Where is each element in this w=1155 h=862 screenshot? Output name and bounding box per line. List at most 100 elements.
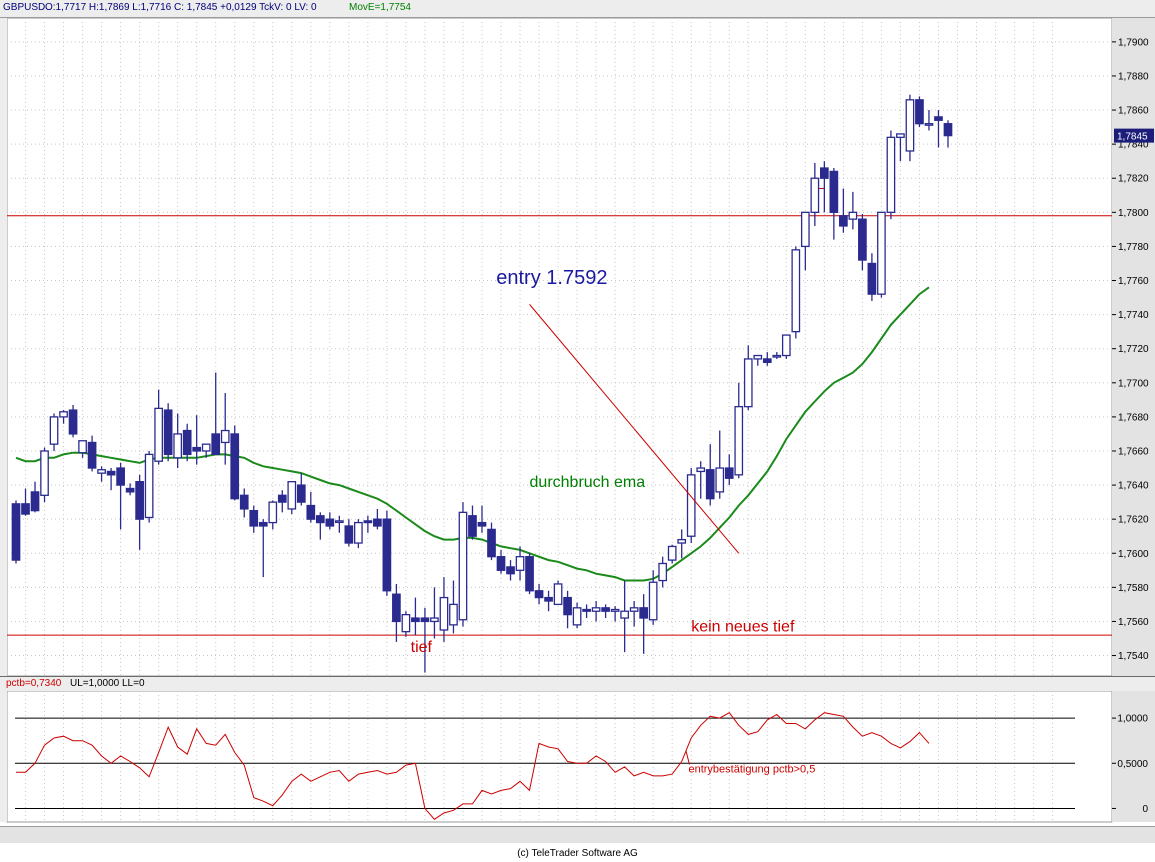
candle-body-down (934, 116, 943, 121)
y-tick-label: 1,7860 (1118, 106, 1149, 117)
candle (78, 440, 87, 458)
candle (877, 211, 886, 298)
candle (648, 570, 658, 625)
candle (734, 382, 744, 479)
annotation-lines (529, 304, 740, 765)
candle (677, 529, 687, 559)
indicator-grid (0, 690, 1113, 823)
candle (201, 443, 211, 458)
candle (915, 96, 924, 128)
candle-body-up (800, 211, 810, 248)
candle-body-down (858, 218, 867, 261)
candle-body-down (306, 504, 316, 520)
candle (544, 590, 553, 612)
quote-header: GBPUSD O:1,7717 H:1,7869 L:1,7716 C: 1,7… (0, 0, 1155, 18)
candle-body-down (182, 429, 192, 456)
candle-body-down (639, 607, 649, 619)
annotation-pctb-confirm: entrybestätigung pctb>0,5 (688, 764, 815, 776)
y-tick-label: 1,7560 (1118, 617, 1149, 628)
candle (439, 577, 449, 642)
candle-body-up (734, 406, 744, 476)
candle (116, 462, 125, 530)
candle-body-down (315, 515, 325, 524)
candle (154, 389, 163, 465)
candle (277, 490, 287, 513)
annotation-low: tief (411, 639, 433, 656)
candle-body-up (743, 358, 753, 408)
price-axis-bg (1112, 18, 1155, 676)
candle-body-down (21, 503, 30, 515)
candle (30, 481, 40, 513)
candle-body-down (705, 469, 715, 500)
candle (296, 473, 306, 506)
candle (449, 580, 458, 634)
candle-body-up (667, 545, 677, 561)
y-tick-label: 1,7820 (1118, 174, 1149, 185)
candle-body-down (867, 262, 877, 295)
candle (810, 162, 820, 226)
candle (829, 168, 839, 240)
candle (334, 515, 344, 533)
candle-body-down (30, 491, 40, 512)
candle-body-up (154, 407, 163, 462)
y-tick-label: 1,7900 (1118, 37, 1149, 48)
candle (220, 393, 230, 465)
candle-body-up (201, 443, 211, 452)
candle (315, 512, 325, 540)
candle (87, 435, 97, 472)
candle (525, 553, 534, 595)
candle-body-down (534, 590, 544, 599)
pctb-label: pctb=0,7340 (6, 678, 62, 689)
candle (211, 372, 221, 456)
candle (743, 345, 753, 411)
candle (68, 404, 78, 438)
candle (106, 468, 116, 491)
candle (515, 546, 525, 581)
candle-body-down (820, 167, 829, 179)
candle-body-down (211, 433, 221, 456)
candle-body-down (496, 556, 506, 571)
y-tick-label: 1,7800 (1118, 208, 1149, 219)
candle (715, 430, 725, 499)
y-tick-label: 1,7840 (1118, 140, 1149, 151)
candle-body-up (696, 467, 706, 473)
candle-body-down (106, 470, 116, 476)
candle-body-down (762, 358, 772, 363)
candle (97, 466, 106, 482)
candle-body-down (915, 99, 924, 125)
candle (772, 352, 782, 359)
candle-body-down (382, 518, 392, 592)
annotations: entry 1.7592 durchbruch ema tief kein neues… (411, 267, 816, 776)
candle-body-down (544, 596, 553, 602)
candle (696, 461, 706, 499)
candle-body-up (49, 416, 59, 445)
candle (943, 120, 953, 148)
candle (325, 512, 335, 530)
price-axis[interactable]: 1,7900 1,7880 1,7860 1,7840 1,7820 1,7800 1,77… (1112, 18, 1155, 676)
candle (924, 110, 934, 131)
candle (258, 519, 268, 578)
left-margin (0, 18, 7, 676)
candle (820, 161, 829, 213)
candle (392, 583, 401, 642)
candle (487, 522, 496, 561)
candle (867, 253, 877, 301)
candle (363, 515, 373, 533)
candle-body-down (601, 607, 610, 612)
candle (230, 425, 240, 501)
candle-body-down (68, 409, 78, 435)
candle (667, 544, 677, 564)
candle-body-down (477, 521, 487, 527)
candle-body-up (449, 603, 458, 626)
candle-body-up (677, 538, 687, 544)
candle-body-up (78, 440, 87, 454)
candle-body-down (277, 494, 287, 503)
candle (705, 444, 715, 506)
candle-body-up (924, 123, 934, 126)
candle-body-up (334, 520, 344, 524)
candle-body-up (97, 469, 106, 474)
candle (135, 474, 144, 550)
candle (344, 519, 354, 547)
y-tick-label: 1,7600 (1118, 549, 1149, 560)
